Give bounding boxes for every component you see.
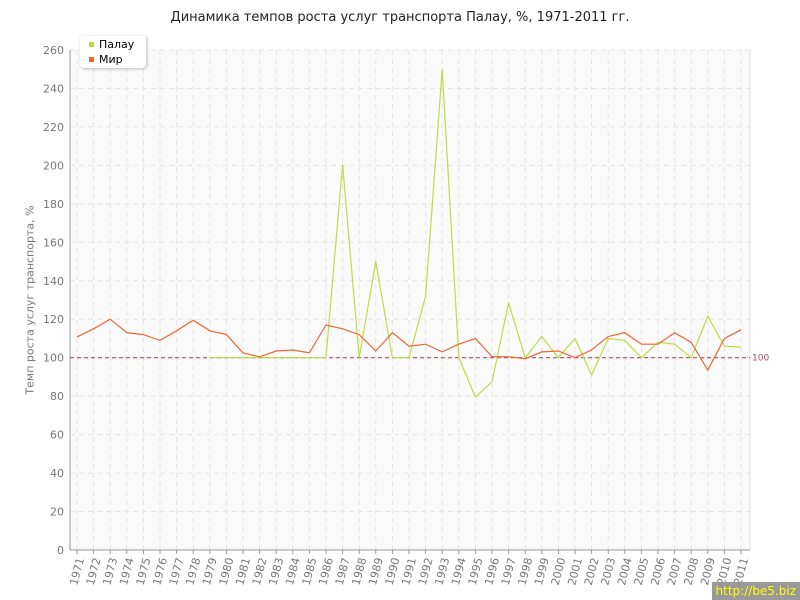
data-point xyxy=(557,356,560,359)
data-point xyxy=(242,351,245,354)
data-point xyxy=(640,356,643,359)
data-point xyxy=(474,337,477,340)
data-point xyxy=(474,396,477,399)
legend-item-palau[interactable]: Палау xyxy=(89,38,134,51)
data-point xyxy=(109,318,112,321)
data-point xyxy=(673,331,676,334)
data-point xyxy=(341,327,344,330)
data-point xyxy=(657,343,660,346)
data-point xyxy=(507,355,510,358)
data-point xyxy=(125,331,128,334)
watermark[interactable]: http://be5.biz xyxy=(711,582,800,600)
data-point xyxy=(374,260,377,263)
data-point xyxy=(308,351,311,354)
data-point xyxy=(441,68,444,71)
data-point xyxy=(142,333,145,336)
data-point xyxy=(208,329,211,332)
series-line-world xyxy=(76,318,742,372)
data-point xyxy=(175,329,178,332)
data-point xyxy=(291,349,294,352)
legend-swatch xyxy=(89,42,94,47)
data-point xyxy=(275,356,278,359)
data-point xyxy=(574,356,577,359)
data-point xyxy=(275,349,278,352)
data-point xyxy=(391,356,394,359)
data-point xyxy=(408,345,411,348)
data-point xyxy=(491,355,494,358)
data-point xyxy=(374,349,377,352)
data-point xyxy=(557,349,560,352)
data-point xyxy=(424,295,427,298)
data-point xyxy=(706,315,709,318)
series-line-palau xyxy=(209,69,742,399)
data-point xyxy=(623,331,626,334)
y-tick-label: 180 xyxy=(43,198,64,211)
data-point xyxy=(623,339,626,342)
data-point xyxy=(723,345,726,348)
data-point xyxy=(408,356,411,359)
y-tick-label: 260 xyxy=(43,44,64,57)
y-tick-label: 220 xyxy=(43,121,64,134)
y-tick-label: 40 xyxy=(50,467,64,480)
data-point xyxy=(391,331,394,334)
data-point xyxy=(441,350,444,353)
data-point xyxy=(690,341,693,344)
data-point xyxy=(706,369,709,372)
data-point xyxy=(590,349,593,352)
data-point xyxy=(524,357,527,360)
legend-label: Палау xyxy=(99,38,135,51)
data-point xyxy=(358,356,361,359)
data-point xyxy=(723,337,726,340)
y-tick-label: 160 xyxy=(43,236,64,249)
legend-label: Мир xyxy=(99,53,123,66)
chart-title: Динамика темпов роста услуг транспорта П… xyxy=(170,10,630,25)
y-tick-label: 240 xyxy=(43,82,64,95)
data-point xyxy=(690,356,693,359)
data-point xyxy=(491,380,494,383)
data-point xyxy=(457,343,460,346)
plot-background xyxy=(70,50,750,550)
data-point xyxy=(424,343,427,346)
legend-swatch xyxy=(89,57,94,62)
data-point xyxy=(242,356,245,359)
data-point xyxy=(92,327,95,330)
data-point xyxy=(159,339,162,342)
data-point xyxy=(325,356,328,359)
y-tick-label: 200 xyxy=(43,159,64,172)
data-point xyxy=(358,333,361,336)
data-point xyxy=(590,374,593,377)
data-point xyxy=(607,335,610,338)
data-point xyxy=(341,163,344,166)
y-tick-label: 20 xyxy=(50,506,64,519)
y-tick-label: 60 xyxy=(50,429,64,442)
data-point xyxy=(457,356,460,359)
data-point xyxy=(76,335,79,338)
y-tick-label: 0 xyxy=(57,544,64,557)
data-point xyxy=(225,356,228,359)
data-point xyxy=(540,335,543,338)
data-point xyxy=(673,343,676,346)
y-tick-label: 120 xyxy=(43,313,64,326)
data-point xyxy=(192,319,195,322)
y-tick-label: 140 xyxy=(43,275,64,288)
data-point xyxy=(258,355,261,358)
data-point xyxy=(507,301,510,304)
y-tick-label: 80 xyxy=(50,390,64,403)
data-point xyxy=(308,356,311,359)
data-point xyxy=(740,328,743,331)
data-point xyxy=(225,333,228,336)
reference-line-label: 100 xyxy=(752,354,769,364)
data-point xyxy=(574,337,577,340)
legend: Палау Мир xyxy=(80,36,146,68)
data-point xyxy=(740,346,743,349)
data-point xyxy=(540,350,543,353)
legend-item-world[interactable]: Мир xyxy=(89,53,123,66)
data-point xyxy=(325,324,328,327)
data-point xyxy=(208,356,211,359)
data-point xyxy=(640,343,643,346)
data-point xyxy=(291,356,294,359)
y-tick-label: 100 xyxy=(43,352,64,365)
